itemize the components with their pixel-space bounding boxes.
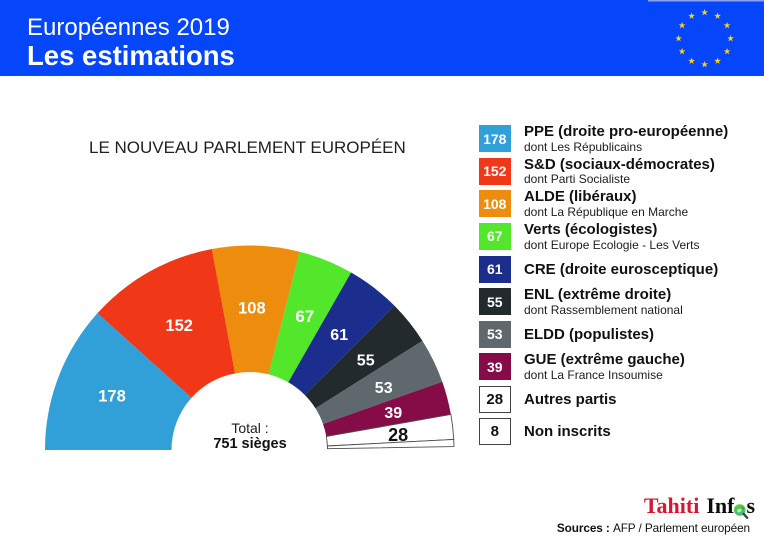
svg-text:55: 55 (357, 352, 375, 369)
svg-text:28: 28 (388, 425, 408, 445)
svg-text:53: 53 (375, 380, 393, 397)
svg-text:39: 39 (384, 405, 402, 422)
svg-text:152: 152 (165, 317, 193, 335)
svg-text:67: 67 (295, 307, 314, 326)
svg-text:178: 178 (98, 388, 126, 406)
svg-text:108: 108 (238, 299, 266, 317)
svg-text:61: 61 (330, 327, 348, 344)
